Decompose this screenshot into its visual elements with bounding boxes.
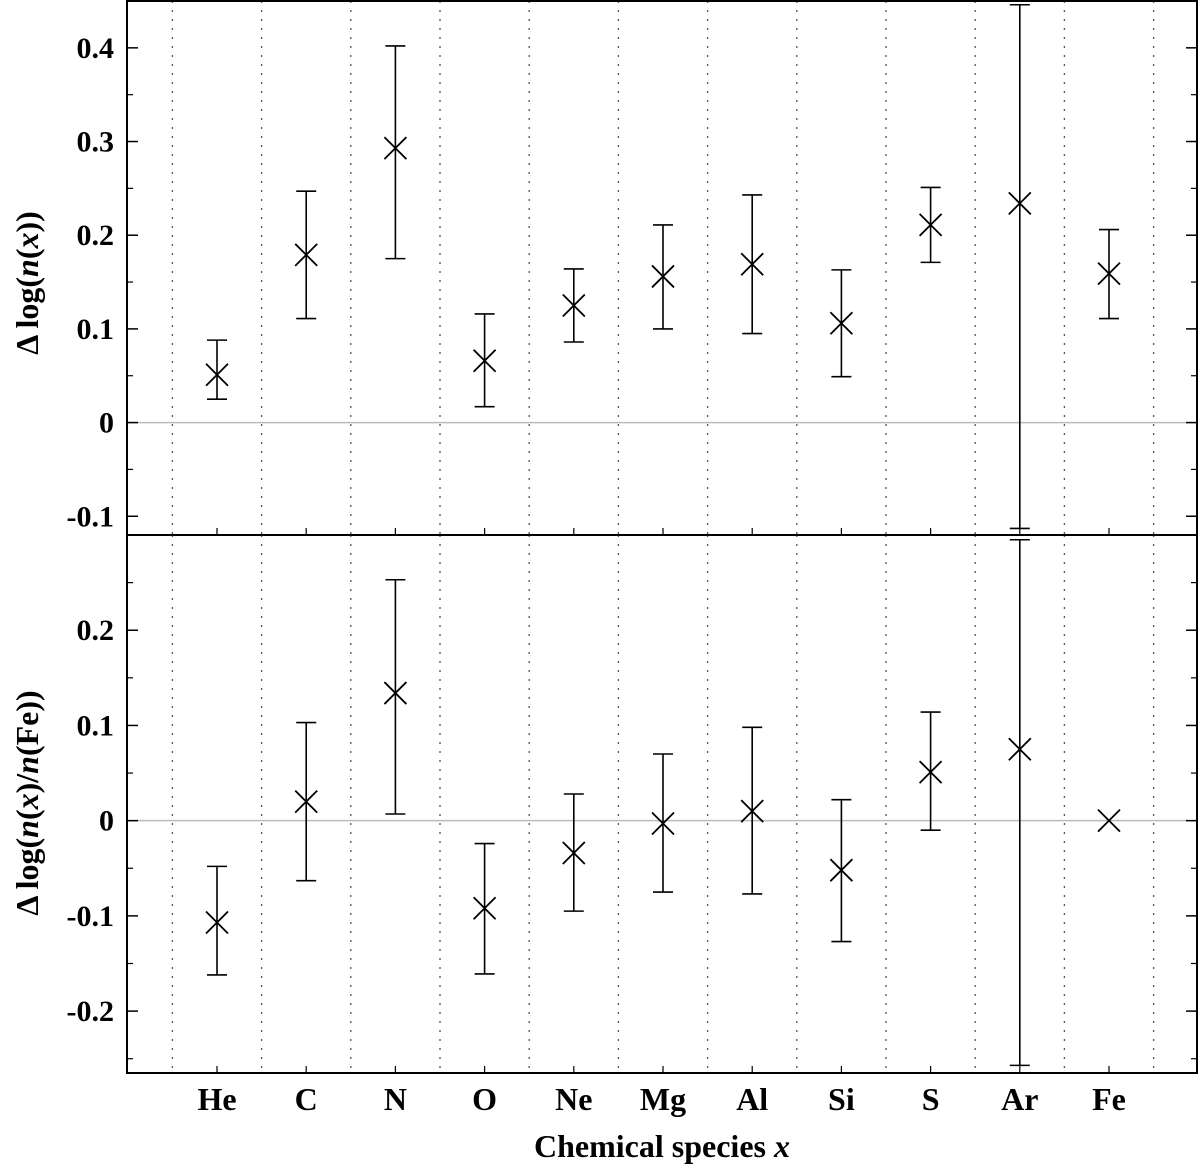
- y-tick-label-top: 0: [99, 407, 114, 440]
- x-tick-label-o: O: [472, 1081, 497, 1117]
- data-point-n-bottom: [383, 681, 408, 705]
- x-tick-label-c: C: [295, 1081, 318, 1117]
- bottom-panel: -0.2 -0.1 0 0.1 0.2 He C N O Ne Mg Al Si S Ar Fe: [67, 534, 1198, 1117]
- data-point-he-bottom: [205, 910, 229, 935]
- y-tick-label-top: 0.2: [77, 219, 115, 252]
- y-axis-title-bottom: Δ log(n(x)/n(Fe)): [9, 690, 45, 915]
- data-point-mg-bottom: [651, 811, 675, 836]
- x-tick-label-n: N: [384, 1081, 407, 1117]
- x-axis-title: Chemical species x: [534, 1128, 790, 1164]
- y-tick-label-bottom: 0: [99, 805, 114, 838]
- x-tick-label-ne: Ne: [555, 1081, 592, 1117]
- top-panel: -0.1 0 0.1 0.2 0.3 0.4: [67, 0, 1198, 536]
- data-point-o-bottom: [472, 896, 497, 920]
- x-tick-label-fe: Fe: [1092, 1081, 1126, 1117]
- x-tick-label-s: S: [922, 1081, 940, 1117]
- data-point-c-top: [294, 243, 318, 267]
- data-point-si-bottom: [829, 858, 854, 882]
- data-point-mg-top: [651, 264, 675, 289]
- data-point-s-top: [918, 213, 943, 237]
- y-tick-label-bottom: 0.2: [77, 614, 115, 647]
- data-point-al-top: [740, 252, 764, 276]
- data-point-al-bottom: [740, 799, 764, 823]
- plot-frame-top: [126, 0, 1198, 536]
- x-tick-label-si: Si: [828, 1081, 855, 1117]
- axis-labels: Δ log(n(x)) Δ log(n(x)/n(Fe)) Chemical s…: [9, 211, 790, 1164]
- data-point-c-bottom: [294, 789, 318, 814]
- x-tick-label-al: Al: [736, 1081, 768, 1117]
- data-point-ar-bottom: [1008, 737, 1032, 761]
- x-tick-label-mg: Mg: [640, 1081, 686, 1117]
- plot-frame-bottom: [126, 534, 1198, 1074]
- y-tick-label-bottom: -0.1: [67, 900, 115, 933]
- x-tick-label-he: He: [197, 1081, 236, 1117]
- data-point-ne-top: [562, 293, 586, 318]
- data-point-n-top: [383, 136, 408, 160]
- y-axis-title-top: Δ log(n(x)): [9, 211, 45, 355]
- y-tick-label-bottom: -0.2: [67, 995, 115, 1028]
- data-point-fe-top: [1097, 261, 1121, 286]
- data-point-ar-top: [1008, 191, 1032, 215]
- data-point-he-top: [205, 363, 229, 387]
- x-tick-label-ar: Ar: [1001, 1081, 1038, 1117]
- data-point-si-top: [829, 311, 854, 335]
- y-tick-label-top: 0.3: [77, 126, 115, 159]
- data-point-ne-bottom: [562, 841, 586, 865]
- data-point-fe-bottom: [1097, 809, 1121, 833]
- y-tick-label-top: 0.1: [77, 313, 115, 346]
- y-tick-label-bottom: 0.1: [77, 709, 115, 742]
- data-point-o-top: [472, 349, 497, 373]
- data-point-s-bottom: [918, 760, 943, 784]
- y-tick-label-top: 0.4: [77, 32, 115, 65]
- y-tick-label-top: -0.1: [67, 500, 115, 533]
